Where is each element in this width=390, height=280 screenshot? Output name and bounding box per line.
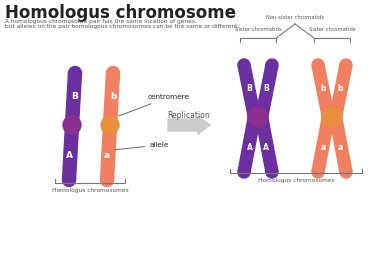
Circle shape: [266, 59, 278, 71]
Polygon shape: [238, 64, 260, 116]
Polygon shape: [312, 118, 334, 173]
Circle shape: [103, 118, 117, 132]
Polygon shape: [256, 64, 278, 116]
Circle shape: [322, 113, 334, 125]
Circle shape: [312, 166, 324, 178]
Circle shape: [238, 166, 250, 178]
Circle shape: [330, 109, 342, 121]
Text: Homologus chromosomes: Homologus chromosomes: [258, 178, 334, 183]
Circle shape: [266, 166, 278, 178]
Circle shape: [340, 166, 352, 178]
Text: a: a: [104, 151, 110, 160]
Polygon shape: [66, 73, 82, 125]
Text: a: a: [321, 143, 326, 152]
Circle shape: [238, 59, 250, 71]
Text: B: B: [247, 84, 252, 93]
Text: Sister chromatids: Sister chromatids: [309, 27, 355, 32]
Circle shape: [256, 109, 268, 121]
Text: allele: allele: [115, 142, 169, 150]
Circle shape: [322, 109, 334, 121]
Polygon shape: [62, 125, 78, 180]
Circle shape: [66, 118, 78, 132]
Text: A homologous chromosome pair has the same location of genes,: A homologous chromosome pair has the sam…: [5, 19, 197, 24]
Circle shape: [248, 113, 260, 125]
Text: centromere: centromere: [119, 94, 190, 116]
Circle shape: [62, 174, 76, 186]
Polygon shape: [256, 118, 278, 173]
Circle shape: [330, 113, 342, 125]
FancyArrow shape: [168, 116, 210, 134]
Text: Homologus chromosomes: Homologus chromosomes: [51, 188, 128, 193]
Circle shape: [248, 107, 268, 127]
Text: Replication: Replication: [168, 111, 210, 120]
Circle shape: [101, 116, 119, 134]
Circle shape: [66, 118, 78, 132]
Polygon shape: [330, 118, 352, 173]
Text: A: A: [66, 151, 73, 160]
Text: b: b: [338, 84, 343, 93]
Polygon shape: [103, 73, 119, 125]
Text: Homologus chromosome: Homologus chromosome: [5, 4, 236, 22]
Polygon shape: [312, 64, 334, 116]
Circle shape: [312, 59, 324, 71]
Polygon shape: [101, 125, 117, 180]
Circle shape: [69, 67, 82, 80]
Text: B: B: [71, 92, 78, 101]
Text: Sister chromatids: Sister chromatids: [235, 27, 281, 32]
Text: b: b: [110, 92, 116, 101]
Circle shape: [322, 107, 342, 127]
Circle shape: [256, 113, 268, 125]
Text: a: a: [338, 143, 343, 152]
Circle shape: [63, 116, 81, 134]
Text: A: A: [264, 143, 269, 152]
Circle shape: [340, 59, 352, 71]
Circle shape: [106, 67, 119, 80]
Text: b: b: [321, 84, 326, 93]
Polygon shape: [330, 64, 352, 116]
Circle shape: [101, 174, 113, 186]
Text: B: B: [264, 84, 269, 93]
Polygon shape: [238, 118, 260, 173]
Text: Non-sister chromatids: Non-sister chromatids: [266, 15, 324, 20]
Circle shape: [103, 118, 117, 132]
Text: A: A: [246, 143, 253, 152]
Circle shape: [248, 109, 260, 121]
Text: but alleles on the pair homologous chromosomes can be the same or different.: but alleles on the pair homologous chrom…: [5, 24, 239, 29]
